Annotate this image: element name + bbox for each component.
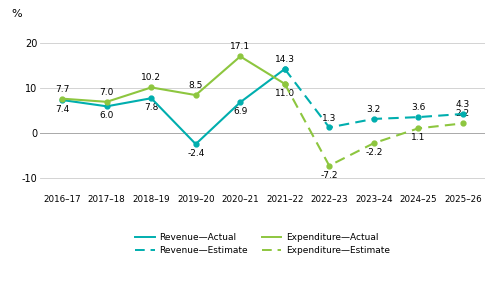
Text: 2.2: 2.2 — [456, 109, 470, 118]
Text: 17.1: 17.1 — [230, 43, 250, 51]
Text: 6.0: 6.0 — [100, 111, 114, 120]
Text: 14.3: 14.3 — [275, 55, 295, 64]
Text: 7.7: 7.7 — [55, 85, 70, 94]
Text: 1.3: 1.3 — [322, 114, 336, 122]
Text: -2.4: -2.4 — [187, 149, 204, 158]
Text: 1.1: 1.1 — [411, 133, 426, 142]
Text: -7.2: -7.2 — [320, 171, 338, 180]
Text: 6.9: 6.9 — [233, 107, 248, 116]
Text: 3.2: 3.2 — [366, 105, 381, 114]
Text: -2.2: -2.2 — [365, 148, 382, 157]
Text: 7.8: 7.8 — [144, 103, 158, 112]
Legend: Revenue—Actual, Revenue—Estimate, Expenditure—Actual, Expenditure—Estimate: Revenue—Actual, Revenue—Estimate, Expend… — [135, 233, 390, 255]
Text: 11.0: 11.0 — [274, 89, 295, 98]
Text: 7.0: 7.0 — [100, 88, 114, 97]
Text: 4.3: 4.3 — [456, 100, 470, 109]
Text: 8.5: 8.5 — [188, 81, 203, 90]
Text: 3.6: 3.6 — [411, 103, 426, 112]
Text: 7.4: 7.4 — [55, 105, 70, 114]
Text: %: % — [11, 9, 22, 19]
Text: 10.2: 10.2 — [142, 74, 161, 83]
